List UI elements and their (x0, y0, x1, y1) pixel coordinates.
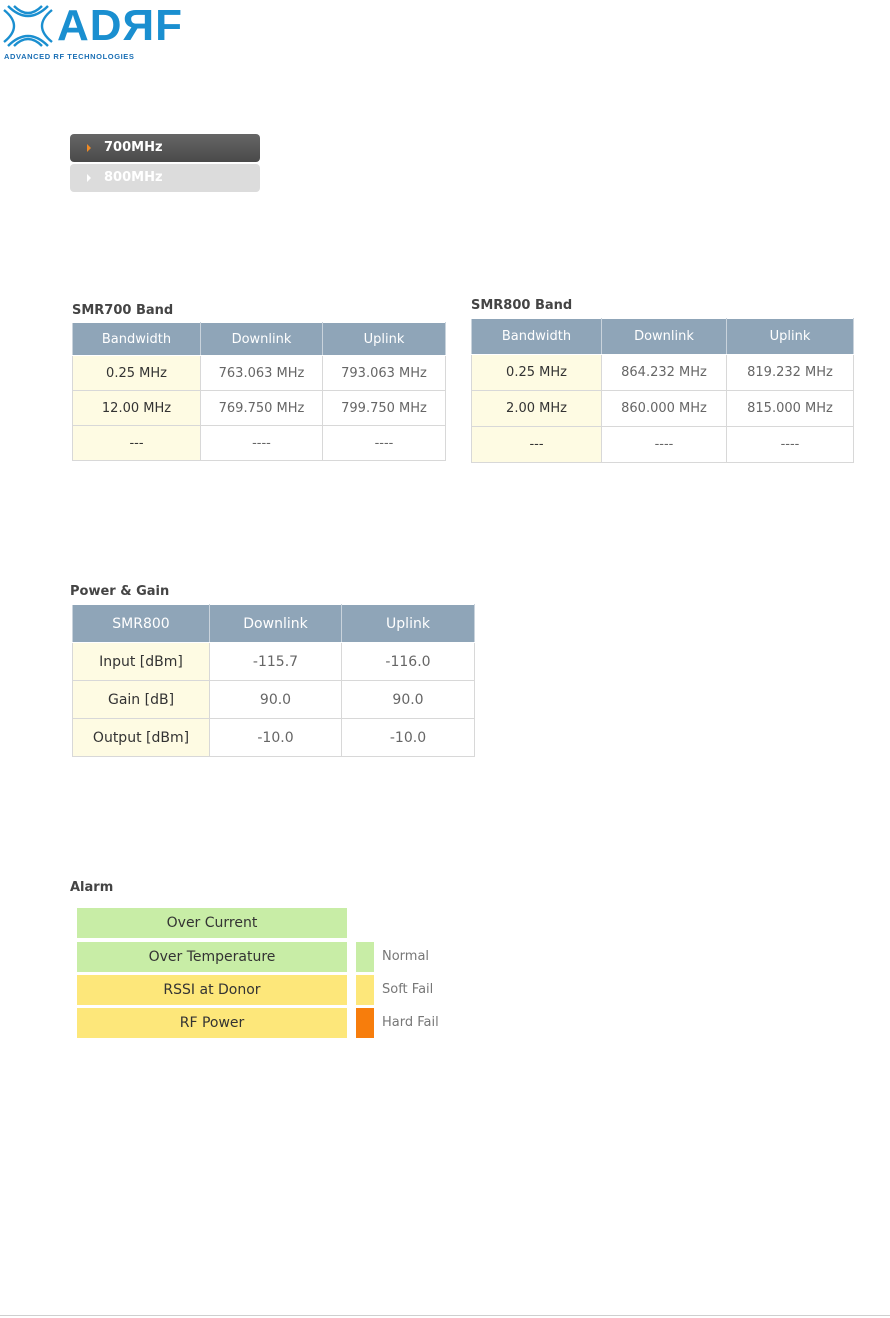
downlink-cell: ---- (200, 425, 323, 461)
footer-divider (0, 1315, 890, 1316)
tab-800mhz[interactable]: 800MHz (70, 164, 260, 192)
alarm-rssi-at-donor: RSSI at Donor (77, 975, 347, 1005)
logo-wordmark: ADЯF (57, 1, 184, 50)
table-row: Input [dBm] -115.7 -116.0 (72, 642, 475, 681)
table-row: Gain [dB] 90.0 90.0 (72, 680, 475, 719)
downlink-cell: 769.750 MHz (200, 390, 323, 426)
column-header: SMR800 (72, 604, 210, 643)
power-gain-title: Power & Gain (70, 584, 170, 599)
table-row: --- ---- ---- (72, 425, 446, 461)
uplink-cell: -116.0 (341, 642, 475, 681)
alarm-rf-power: RF Power (77, 1008, 347, 1038)
bandwidth-cell: 12.00 MHz (72, 390, 201, 426)
uplink-cell: ---- (726, 426, 854, 463)
column-header: Uplink (341, 604, 475, 643)
uplink-cell: 815.000 MHz (726, 390, 854, 427)
downlink-cell: 90.0 (209, 680, 342, 719)
tab-700mhz[interactable]: 700MHz (70, 134, 260, 162)
metric-label-cell: Gain [dB] (72, 680, 210, 719)
column-header: Uplink (322, 322, 446, 356)
smr700-table: Bandwidth Downlink Uplink 0.25 MHz 763.0… (72, 322, 446, 461)
table-row: 0.25 MHz 763.063 MHz 793.063 MHz (72, 355, 446, 391)
bandwidth-cell: --- (471, 426, 602, 463)
legend-hard-fail-label: Hard Fail (382, 1015, 439, 1030)
legend-soft-fail-label: Soft Fail (382, 982, 434, 997)
metric-label-cell: Input [dBm] (72, 642, 210, 681)
legend-hard-fail-swatch (356, 1008, 374, 1038)
downlink-cell: -115.7 (209, 642, 342, 681)
uplink-cell: 793.063 MHz (322, 355, 446, 391)
downlink-cell: -10.0 (209, 718, 342, 757)
uplink-cell: -10.0 (341, 718, 475, 757)
bandwidth-cell: --- (72, 425, 201, 461)
bandwidth-cell: 0.25 MHz (72, 355, 201, 391)
column-header: Bandwidth (72, 322, 201, 356)
legend-normal-label: Normal (382, 949, 430, 964)
power-gain-table: SMR800 Downlink Uplink Input [dBm] -115.… (72, 604, 475, 757)
uplink-cell: 90.0 (341, 680, 475, 719)
caret-right-icon (87, 144, 91, 152)
bandwidth-cell: 2.00 MHz (471, 390, 602, 427)
table-row: 12.00 MHz 769.750 MHz 799.750 MHz (72, 390, 446, 426)
downlink-cell: 763.063 MHz (200, 355, 323, 391)
alarm-over-temperature: Over Temperature (77, 942, 347, 972)
adrf-logo: ADЯF ADVANCED RF TECHNOLOGIES (0, 0, 184, 64)
column-header: Bandwidth (471, 318, 602, 355)
table-row: 2.00 MHz 860.000 MHz 815.000 MHz (471, 390, 854, 427)
column-header: Downlink (200, 322, 323, 356)
uplink-cell: 799.750 MHz (322, 390, 446, 426)
alarm-over-current: Over Current (77, 908, 347, 938)
legend-soft-fail-swatch (356, 975, 374, 1005)
downlink-cell: 864.232 MHz (601, 354, 727, 391)
uplink-cell: 819.232 MHz (726, 354, 854, 391)
uplink-cell: ---- (322, 425, 446, 461)
downlink-cell: 860.000 MHz (601, 390, 727, 427)
smr800-title: SMR800 Band (471, 298, 573, 313)
column-header: Uplink (726, 318, 854, 355)
table-row: --- ---- ---- (471, 426, 854, 463)
tab-label: 700MHz (104, 140, 163, 155)
tab-label: 800MHz (104, 170, 163, 185)
caret-right-icon (87, 174, 91, 182)
downlink-cell: ---- (601, 426, 727, 463)
metric-label-cell: Output [dBm] (72, 718, 210, 757)
bandwidth-cell: 0.25 MHz (471, 354, 602, 391)
logo-tagline: ADVANCED RF TECHNOLOGIES (4, 52, 135, 61)
legend-normal-swatch (356, 942, 374, 972)
column-header: Downlink (601, 318, 727, 355)
column-header: Downlink (209, 604, 342, 643)
smr700-title: SMR700 Band (72, 303, 174, 318)
table-row: 0.25 MHz 864.232 MHz 819.232 MHz (471, 354, 854, 391)
alarm-title: Alarm (70, 880, 114, 895)
smr800-table: Bandwidth Downlink Uplink 0.25 MHz 864.2… (471, 318, 854, 463)
table-row: Output [dBm] -10.0 -10.0 (72, 718, 475, 757)
antenna-logo-icon (3, 5, 53, 47)
